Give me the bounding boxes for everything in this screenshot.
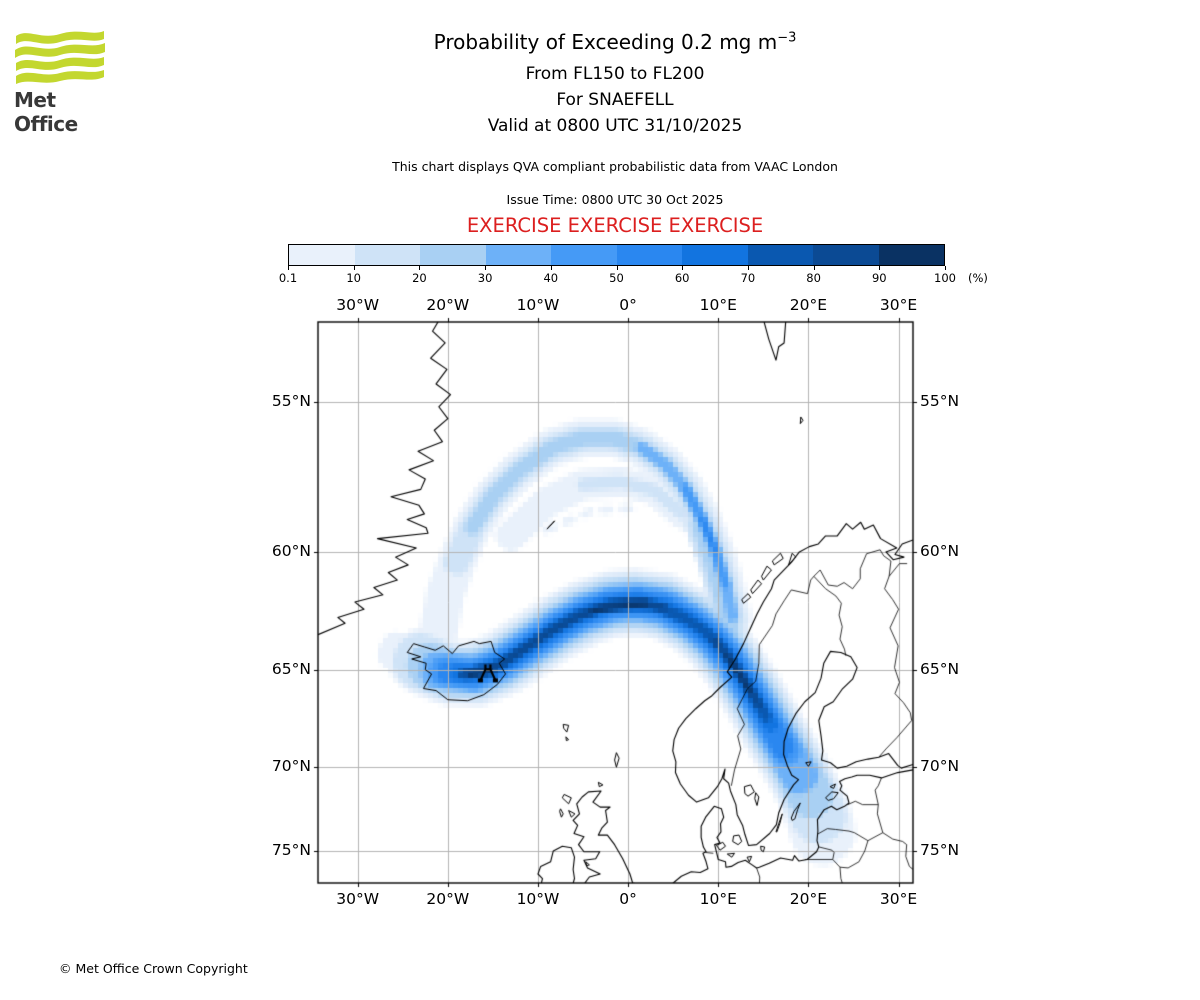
lon-tick-label-bottom: 10°W (516, 890, 560, 908)
lat-tick-label-left: 55°N (271, 391, 311, 410)
met-office-logo-waves (15, 31, 105, 84)
lon-tick-label-top: 10°E (699, 296, 737, 314)
issue-time: Issue Time: 0800 UTC 30 Oct 2025 (506, 192, 724, 207)
colorbar-tick-label: 60 (674, 271, 690, 285)
lon-tick-label-top: 30°E (879, 296, 918, 314)
lat-tick-label-right: 65°N (920, 659, 960, 678)
lat-tick-label-left: 65°N (271, 659, 311, 678)
colorbar-tick-label: 0.1 (278, 271, 298, 285)
colorbar-tick-label: 10 (346, 271, 362, 285)
lon-tick-label-top: 30°W (336, 296, 380, 314)
colorbar-segment (354, 245, 420, 265)
lat-tick-label-right: 55°N (920, 391, 960, 410)
colorbar-tick (747, 266, 749, 270)
colorbar-segment (289, 245, 355, 265)
exercise-banner: EXERCISE EXERCISE EXERCISE (466, 214, 764, 237)
lon-tick-label-top: 0° (619, 296, 637, 314)
lat-tick-label-left: 60°N (271, 541, 311, 560)
colorbar-tick (682, 266, 684, 270)
lon-tick-label-bottom: 30°W (336, 890, 380, 908)
lat-tick-label-right: 75°N (920, 840, 960, 859)
lon-tick-label-top: 20°W (426, 296, 470, 314)
subtitle-volcano: For SNAEFELL (556, 90, 674, 110)
lat-tick-label-right: 60°N (920, 541, 960, 560)
lat-tick-label-right: 70°N (920, 757, 960, 776)
colorbar-tick (945, 266, 946, 270)
page-title: Probability of Exceeding 0.2 mg m−3 (433, 30, 797, 54)
lon-tick-label-top: 10°W (516, 296, 560, 314)
colorbar-segment (420, 245, 486, 265)
met-office-logo: Met Office (14, 26, 114, 136)
colorbar-tick (288, 266, 289, 270)
colorbar (288, 244, 945, 266)
subtitle-flight-levels: From FL150 to FL200 (525, 64, 705, 84)
colorbar-segment (616, 245, 682, 265)
colorbar-tick (550, 266, 552, 270)
subtitle-valid-time: Valid at 0800 UTC 31/10/2025 (487, 116, 743, 136)
lon-tick-label-bottom: 30°E (879, 890, 918, 908)
colorbar-segment (682, 245, 748, 265)
lat-tick-label-left: 70°N (271, 757, 311, 776)
colorbar-tick (879, 266, 881, 270)
colorbar-tick-label: 70 (740, 271, 756, 285)
colorbar-tick-label: 100 (934, 271, 956, 285)
colorbar-segment (878, 245, 944, 265)
lat-tick-label-left: 75°N (271, 840, 311, 859)
colorbar-tick (616, 266, 618, 270)
qva-note: This chart displays QVA compliant probab… (392, 159, 838, 174)
colorbar-segment (747, 245, 813, 265)
colorbar-tick-label: 30 (477, 271, 493, 285)
colorbar-segment (485, 245, 551, 265)
colorbar-tick-label: 50 (609, 271, 624, 285)
colorbar-tick-label: 20 (412, 271, 427, 285)
colorbar-tick (485, 266, 487, 270)
colorbar-tick-label: 40 (543, 271, 559, 285)
lon-tick-label-bottom: 0° (619, 890, 637, 908)
colorbar-tick (419, 266, 421, 270)
lon-tick-label-bottom: 20°E (789, 890, 828, 908)
lon-tick-label-top: 20°E (789, 296, 828, 314)
colorbar-segment (813, 245, 879, 265)
colorbar-tick (353, 266, 355, 270)
met-office-logo-text: Met Office (14, 88, 78, 136)
lon-tick-label-bottom: 20°W (426, 890, 470, 908)
colorbar-segment (551, 245, 617, 265)
colorbar-unit-label: (%) (968, 271, 988, 285)
lon-tick-label-bottom: 10°E (699, 890, 737, 908)
colorbar-tick-label: 90 (871, 271, 887, 285)
copyright-text: © Met Office Crown Copyright (59, 961, 248, 976)
colorbar-tick (813, 266, 815, 270)
colorbar-tick-label: 80 (806, 271, 821, 285)
